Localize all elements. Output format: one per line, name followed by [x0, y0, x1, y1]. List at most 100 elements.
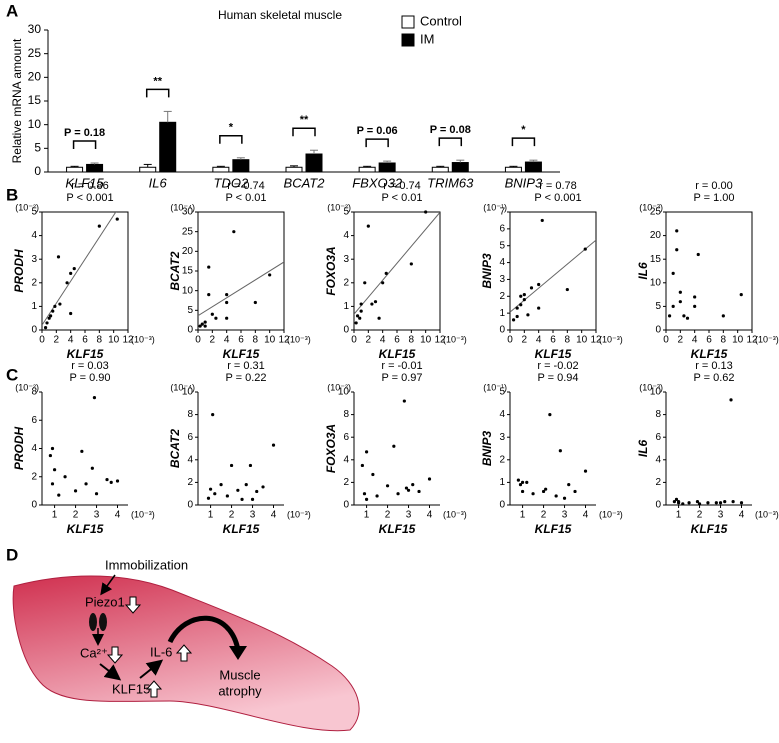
- y-tick-label: 5: [499, 240, 505, 251]
- y-axis-label: BNIP3: [480, 431, 494, 467]
- diagram-label: atrophy: [218, 683, 262, 698]
- significance-label: *: [229, 122, 234, 134]
- bar: [86, 163, 104, 173]
- bar: [212, 166, 230, 173]
- y-tick-label: 1: [499, 477, 505, 488]
- y-tick-label: 10: [182, 387, 194, 398]
- stat-label: P < 0.001: [66, 192, 113, 204]
- y-tick-label: 4: [343, 454, 349, 465]
- y-tick-label: 0: [31, 500, 37, 511]
- point: [687, 501, 691, 505]
- stat-label: r = 0.31: [227, 360, 265, 372]
- bar: [305, 153, 323, 173]
- bar: [431, 166, 449, 173]
- point: [515, 314, 519, 319]
- x-tick-label: TDO2: [214, 175, 249, 190]
- point: [229, 463, 234, 468]
- bar: [66, 166, 84, 173]
- y-tick-label: 2: [343, 277, 349, 288]
- diagram-label: Ca²⁺: [80, 645, 108, 660]
- y-tick-label: 15: [28, 93, 42, 107]
- point: [681, 502, 685, 506]
- point: [364, 450, 369, 454]
- point: [537, 282, 541, 287]
- point: [207, 265, 211, 269]
- point: [714, 501, 718, 505]
- point: [213, 492, 217, 496]
- point: [94, 492, 99, 496]
- point: [526, 313, 530, 317]
- point: [424, 210, 428, 214]
- point: [240, 497, 244, 501]
- x-tick-label: 4: [271, 510, 277, 521]
- x-tick-label: 6: [550, 335, 556, 346]
- channel: [89, 613, 97, 631]
- stat-label: P = 0.90: [69, 372, 110, 384]
- point: [211, 413, 215, 417]
- up-arrow: [175, 644, 193, 662]
- x-unit: (10⁻³): [131, 334, 155, 344]
- y-tick-label: 2: [343, 477, 349, 488]
- point: [671, 304, 675, 308]
- y-tick-label: 10: [182, 285, 194, 296]
- point: [69, 311, 73, 316]
- y-tick-label: 5: [655, 301, 661, 312]
- y-tick-label: 2: [31, 277, 37, 288]
- significance-bracket: [292, 127, 316, 137]
- x-tick-label: 1: [208, 510, 214, 521]
- y-tick-label: 4: [499, 257, 505, 268]
- x-tick-label: 12: [590, 335, 602, 346]
- plot-frame: [665, 211, 753, 331]
- stat-label: P < 0.01: [381, 192, 422, 204]
- x-unit: (10⁻³): [443, 509, 467, 519]
- panel-label: A: [6, 1, 18, 20]
- point: [115, 479, 120, 483]
- x-axis-label: KLF15: [379, 347, 416, 361]
- point: [537, 306, 541, 310]
- x-tick-label: 6: [394, 335, 400, 346]
- point: [531, 492, 535, 496]
- bar: [139, 166, 157, 173]
- plot-frame: [353, 211, 441, 331]
- x-tick-label: 12: [746, 335, 758, 346]
- point: [567, 483, 571, 487]
- y-axis-label: BNIP3: [480, 253, 494, 289]
- x-tick-label: 8: [409, 335, 415, 346]
- legend-label: Control: [420, 13, 462, 28]
- panel-label: B: [6, 185, 18, 204]
- x-tick-label: 10: [420, 335, 432, 346]
- y-tick-label: 0: [31, 325, 37, 336]
- point: [693, 304, 697, 308]
- arrow: [99, 663, 122, 681]
- point: [50, 446, 55, 451]
- point: [203, 320, 207, 324]
- point: [739, 293, 743, 297]
- significance-bracket: [219, 135, 243, 144]
- y-unit: (10⁻³): [639, 382, 663, 392]
- point: [404, 486, 409, 490]
- x-axis-label: KLF15: [223, 522, 260, 536]
- point: [541, 489, 546, 494]
- point: [47, 316, 51, 320]
- x-tick-label: 8: [565, 335, 571, 346]
- x-tick-label: 2: [229, 510, 235, 521]
- x-tick-label: 4: [427, 510, 433, 521]
- point: [57, 493, 61, 497]
- diagram-label: Immobilization: [105, 557, 188, 572]
- x-tick-label: 3: [406, 510, 412, 521]
- y-tick-label: 30: [182, 207, 194, 218]
- point: [377, 316, 381, 320]
- point: [522, 293, 526, 297]
- channel: [99, 613, 107, 631]
- point: [253, 300, 257, 305]
- down-arrow: [124, 596, 142, 614]
- x-tick-label: 4: [583, 510, 589, 521]
- point: [225, 494, 229, 498]
- y-tick-label: 1: [31, 301, 37, 312]
- x-unit: (10⁻³): [443, 334, 467, 344]
- point: [366, 224, 370, 228]
- significance-bracket: [365, 138, 389, 148]
- x-tick-label: 2: [522, 335, 528, 346]
- stat-label: r = 0.86: [71, 180, 109, 192]
- x-tick-label: 6: [706, 335, 712, 346]
